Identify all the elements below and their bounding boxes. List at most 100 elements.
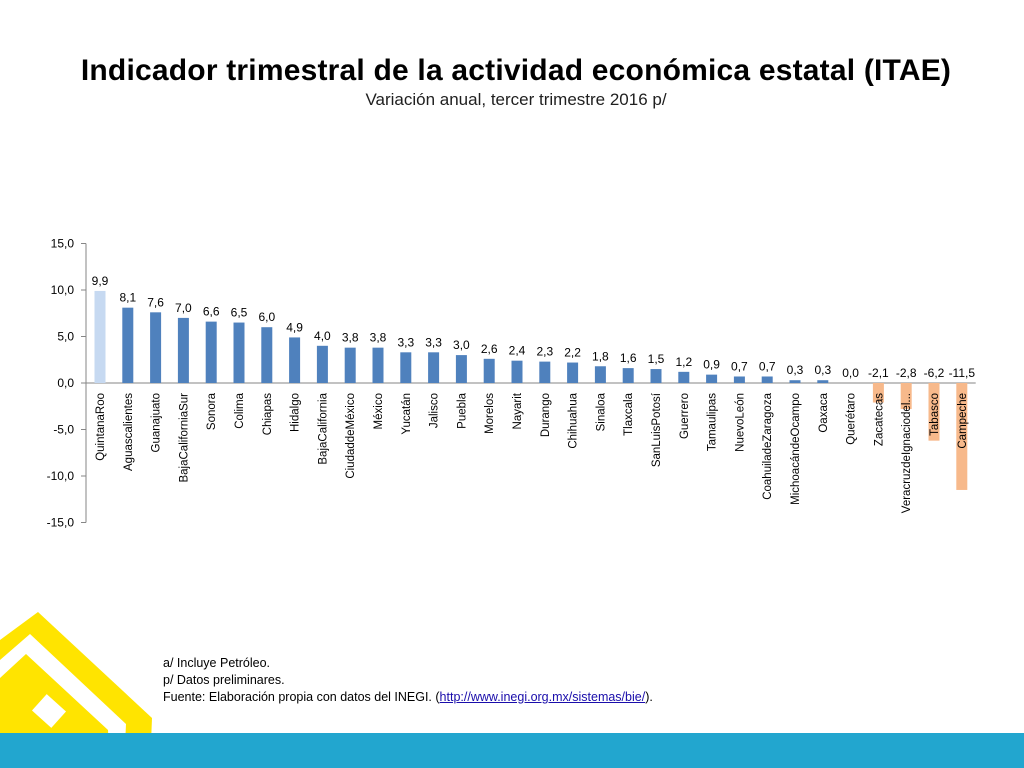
bar	[928, 383, 940, 441]
category-label: Campeche	[957, 393, 969, 449]
data-label: 2,3	[536, 345, 553, 359]
data-label: 3,3	[425, 335, 442, 349]
category-label: SanLuisPotosí	[651, 392, 663, 467]
data-label: 1,2	[675, 355, 692, 369]
data-label: 1,8	[592, 349, 609, 363]
category-label: Guanajuato	[151, 393, 163, 452]
bar	[539, 361, 551, 383]
bar	[678, 371, 690, 383]
bar	[150, 312, 162, 383]
category-label: BajaCalifornia	[317, 392, 329, 464]
category-label: Durango	[540, 393, 552, 437]
data-label: -6,2	[924, 366, 945, 380]
bar	[900, 383, 912, 410]
category-label: Jalisco	[429, 393, 441, 428]
category-label: México	[373, 393, 385, 429]
data-label: 2,6	[481, 342, 498, 356]
data-label: 0,3	[814, 363, 831, 377]
data-label: 9,9	[92, 274, 109, 288]
category-label: Puebla	[456, 392, 468, 428]
category-label: VeracruzdeIgnaciodel...	[901, 393, 913, 513]
bar	[122, 307, 134, 383]
data-label: 8,1	[119, 291, 136, 305]
category-label: Guerrero	[679, 393, 691, 439]
source-link[interactable]: http://www.inegi.org.mx/sistemas/bie/	[439, 690, 646, 704]
category-label: Sinaloa	[595, 392, 607, 431]
data-label: 4,0	[314, 329, 331, 343]
bar	[594, 366, 606, 383]
category-label: Morelos	[484, 393, 496, 434]
chart-title: Indicador trimestral de la actividad eco…	[80, 54, 952, 87]
category-label: BajaCaliforniaSur	[178, 393, 190, 483]
bar	[316, 345, 328, 383]
data-label: 3,3	[397, 335, 414, 349]
bar	[177, 317, 189, 383]
y-tick-label: 15,0	[51, 237, 75, 251]
category-label: Querétaro	[846, 393, 858, 445]
data-label: -2,1	[868, 366, 889, 380]
category-label: QuintanaRoo	[95, 393, 107, 461]
data-label: 0,3	[787, 363, 804, 377]
bar	[289, 337, 301, 383]
data-label: -2,8	[896, 366, 917, 380]
data-label: 3,8	[370, 331, 387, 345]
data-label: 7,6	[147, 295, 164, 309]
category-label: CiudaddeMéxico	[345, 393, 357, 479]
category-label: Aguascalientes	[123, 393, 135, 471]
bar	[789, 380, 801, 383]
category-label: Tamaulipas	[707, 393, 719, 451]
data-label: 0,7	[759, 359, 776, 373]
bar	[344, 347, 356, 383]
data-label: 1,5	[648, 352, 665, 366]
bar	[400, 352, 412, 383]
category-label: Colima	[234, 392, 246, 428]
source-prefix: Fuente: Elaboración propia con datos del…	[163, 690, 440, 704]
bar	[455, 355, 467, 383]
bar	[511, 360, 523, 383]
y-tick-label: 10,0	[51, 283, 75, 297]
y-tick-label: -15,0	[47, 516, 75, 530]
bar	[817, 380, 829, 383]
bar	[733, 376, 745, 383]
category-label: Oaxaca	[818, 392, 830, 432]
bar	[233, 322, 245, 383]
y-tick-label: -10,0	[47, 469, 75, 483]
footnote-preliminares: p/ Datos preliminares.	[163, 673, 285, 687]
category-label: Nayarit	[512, 392, 524, 429]
bar	[205, 321, 217, 383]
y-tick-label: -5,0	[53, 423, 74, 437]
footnote-petroleo: a/ Incluye Petróleo.	[163, 656, 271, 670]
bar	[567, 362, 579, 383]
chart-subtitle: Variación anual, tercer trimestre 2016 p…	[365, 90, 667, 109]
bar	[650, 369, 662, 383]
category-label: MichoacándeOcampo	[790, 393, 802, 505]
bar	[706, 374, 718, 383]
y-tick-label: 5,0	[57, 330, 74, 344]
bar	[483, 358, 495, 383]
bar	[261, 327, 273, 383]
y-tick-label: 0,0	[57, 376, 74, 390]
category-label: Tlaxcala	[623, 392, 635, 435]
data-label: 0,9	[703, 358, 720, 372]
category-label: Tabasco	[929, 393, 941, 436]
category-label: CoahuiladeZaragoza	[762, 392, 774, 499]
bar-chart: 15,0 10,0 5,0 0,0 -5,0 -10,0 -15,0 9,9 QuintanaR…	[47, 237, 976, 530]
footer-band	[0, 733, 1024, 768]
brand-logo-icon	[0, 612, 152, 768]
data-label: 1,6	[620, 351, 637, 365]
data-label: -11,5	[949, 366, 976, 380]
category-label: NuevoLeón	[734, 393, 746, 452]
bar	[761, 376, 773, 383]
data-label: 2,4	[509, 344, 526, 358]
bar	[372, 347, 384, 383]
data-label: 6,6	[203, 305, 220, 319]
data-label: 4,9	[286, 320, 303, 334]
data-label: 7,0	[175, 301, 192, 315]
category-label: Chiapas	[262, 393, 274, 435]
category-label: Hidalgo	[290, 393, 302, 432]
source-suffix: ).	[645, 690, 653, 704]
data-label: 0,7	[731, 359, 748, 373]
data-label: 2,2	[564, 346, 581, 360]
category-label: Sonora	[206, 392, 218, 430]
category-label: Zacatecas	[873, 393, 885, 446]
